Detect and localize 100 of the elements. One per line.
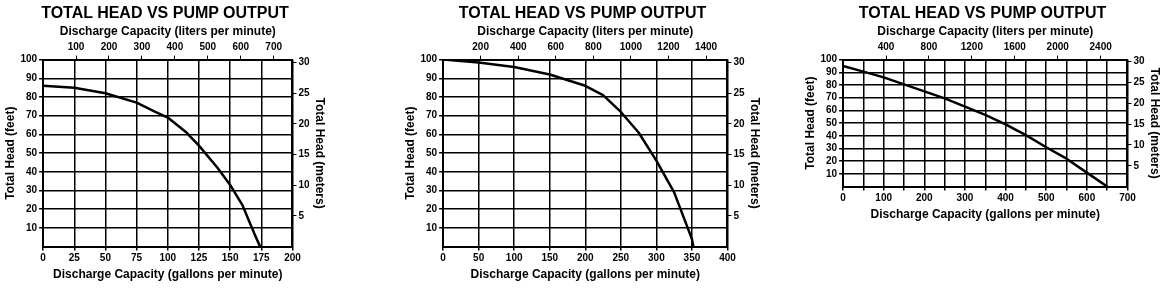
y-tick-label: 10 xyxy=(825,167,838,179)
x-tick-label: 300 xyxy=(648,252,666,264)
y-tick-label: 20 xyxy=(425,202,438,214)
y2-tick-label: 30 xyxy=(298,56,311,68)
y-tick-label: 40 xyxy=(825,129,838,141)
y-tick-label: 90 xyxy=(825,66,838,78)
x2-tick-label: 2400 xyxy=(1089,41,1113,53)
y-tick-label: 80 xyxy=(25,90,38,102)
x-tick-label: 0 xyxy=(440,252,447,264)
x2-axis-title: Discharge Capacity (liters per minute) xyxy=(477,23,694,38)
y2-tick-label: 25 xyxy=(1133,76,1146,88)
y-tick-label: 70 xyxy=(25,109,38,121)
y-tick-label: 70 xyxy=(825,91,838,103)
y-tick-label: 70 xyxy=(425,109,438,121)
x2-tick-label: 300 xyxy=(133,41,151,53)
x2-tick-label: 800 xyxy=(585,41,603,53)
y2-tick-label: 10 xyxy=(298,179,311,190)
y2-axis-title: Total Head (meters) xyxy=(313,97,328,209)
y-axis-title: Total Head (feet) xyxy=(802,76,817,170)
x2-tick-label: 700 xyxy=(265,41,283,53)
y-tick-label: 50 xyxy=(25,146,38,158)
x-tick-label: 200 xyxy=(284,252,302,264)
x2-tick-label: 200 xyxy=(472,41,490,53)
y-tick-label: 100 xyxy=(20,53,38,65)
x-tick-label: 150 xyxy=(541,252,559,264)
y2-tick-label: 10 xyxy=(733,179,746,190)
x2-tick-label: 400 xyxy=(509,41,527,53)
y2-tick-label: 20 xyxy=(1133,97,1146,109)
x-axis-title: Discharge Capacity (gallons per minute) xyxy=(470,267,700,282)
x2-tick-label: 2000 xyxy=(1046,41,1070,53)
x2-tick-label: 1200 xyxy=(960,41,984,53)
y-tick-label: 10 xyxy=(25,221,38,233)
x-tick-label: 150 xyxy=(221,252,239,264)
x-axis-title: Discharge Capacity (gallons per minute) xyxy=(53,267,283,282)
x-tick-label: 0 xyxy=(840,192,847,204)
y2-tick-label: 15 xyxy=(733,148,746,160)
y2-tick-label: 15 xyxy=(1133,117,1146,129)
y-tick-label: 90 xyxy=(425,72,438,84)
x2-tick-label: 200 xyxy=(100,41,118,53)
x-tick-label: 0 xyxy=(40,252,47,264)
y-tick-label: 40 xyxy=(425,165,438,177)
x-axis-title: Discharge Capacity (gallons per minute) xyxy=(870,207,1100,222)
x-tick-label: 100 xyxy=(159,252,177,264)
x2-tick-label: 400 xyxy=(877,41,895,53)
y2-tick-label: 5 xyxy=(298,209,305,221)
chart-title: TOTAL HEAD VS PUMP OUTPUT xyxy=(858,4,1107,22)
x2-tick-label: 1600 xyxy=(1003,41,1027,53)
y-tick-label: 90 xyxy=(25,72,38,84)
y-tick-label: 100 xyxy=(420,53,438,65)
y-tick-label: 80 xyxy=(825,78,838,90)
x2-tick-label: 800 xyxy=(920,41,938,53)
x-tick-label: 50 xyxy=(99,252,112,264)
y2-tick-label: 5 xyxy=(1133,159,1140,171)
y2-tick-label: 30 xyxy=(1133,55,1146,67)
y-tick-label: 20 xyxy=(825,154,838,166)
y-tick-label: 30 xyxy=(25,184,38,196)
y2-tick-label: 10 xyxy=(1133,138,1146,150)
y2-tick-label: 20 xyxy=(733,117,746,129)
x-tick-label: 100 xyxy=(505,252,523,264)
y-tick-label: 30 xyxy=(825,142,838,154)
x-tick-label: 75 xyxy=(131,252,143,264)
x2-tick-label: 1000 xyxy=(619,41,643,53)
y-tick-label: 60 xyxy=(25,128,38,140)
x-tick-label: 25 xyxy=(68,252,81,264)
y-tick-label: 20 xyxy=(25,202,38,214)
x-tick-label: 250 xyxy=(612,252,630,264)
chart-title: TOTAL HEAD VS PUMP OUTPUT xyxy=(41,4,290,22)
y-tick-label: 50 xyxy=(825,116,838,128)
y-tick-label: 100 xyxy=(820,53,838,65)
y-tick-label: 50 xyxy=(425,146,438,158)
y-axis-title: Total Head (feet) xyxy=(402,106,417,200)
y2-tick-label: 20 xyxy=(298,117,311,129)
x2-tick-label: 400 xyxy=(166,41,184,53)
x2-tick-label: 600 xyxy=(232,41,250,53)
x-tick-label: 700 xyxy=(1119,192,1137,204)
x2-tick-label: 500 xyxy=(199,41,217,53)
y2-axis-title: Total Head (meters) xyxy=(748,97,763,209)
y-tick-label: 60 xyxy=(825,104,838,116)
x-tick-label: 50 xyxy=(473,252,485,264)
x-tick-label: 500 xyxy=(1037,192,1055,204)
x-tick-label: 200 xyxy=(576,252,595,264)
y2-axis-title: Total Head (meters) xyxy=(1148,67,1163,179)
y-tick-label: 30 xyxy=(425,184,438,196)
x-tick-label: 400 xyxy=(719,252,737,264)
y-tick-label: 80 xyxy=(425,90,438,102)
x-tick-label: 200 xyxy=(916,192,934,204)
y2-tick-label: 30 xyxy=(733,56,746,68)
y2-tick-label: 15 xyxy=(298,148,311,160)
x2-tick-label: 100 xyxy=(67,41,85,53)
x-tick-label: 125 xyxy=(190,252,208,264)
x2-axis-title: Discharge Capacity (liters per minute) xyxy=(59,23,276,38)
y2-tick-label: 25 xyxy=(733,86,746,98)
y-tick-label: 60 xyxy=(425,128,438,140)
y2-tick-label: 25 xyxy=(298,86,311,98)
x2-tick-label: 1400 xyxy=(694,41,718,53)
y-tick-label: 40 xyxy=(25,165,38,177)
x2-tick-label: 1200 xyxy=(657,41,681,53)
chart-title: TOTAL HEAD VS PUMP OUTPUT xyxy=(458,4,707,22)
x-tick-label: 600 xyxy=(1078,192,1096,204)
x-tick-label: 300 xyxy=(956,192,974,204)
